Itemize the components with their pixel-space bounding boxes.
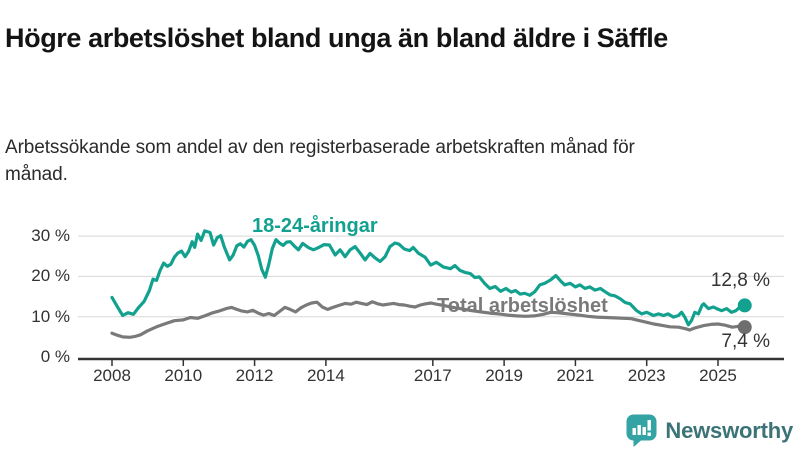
x-tick-label: 2010 bbox=[164, 366, 203, 385]
end-value-label-18-24: 12,8 % bbox=[710, 270, 770, 291]
y-tick-label: 20 % bbox=[31, 266, 70, 286]
x-tick-label: 2021 bbox=[556, 366, 595, 385]
newsworthy-brand-link[interactable]: Newsworthy bbox=[626, 414, 793, 447]
x-tick-label: 2025 bbox=[699, 366, 737, 385]
series-label-total: Total arbetslöshet bbox=[437, 295, 608, 317]
y-tick-label: 30 % bbox=[31, 226, 70, 246]
newsworthy-wordmark: Newsworthy bbox=[665, 417, 793, 443]
series-end-dot-0 bbox=[737, 298, 752, 313]
end-value-label-total: 7,4 % bbox=[721, 331, 770, 352]
x-tick-label: 2012 bbox=[235, 366, 274, 385]
x-tick-label: 2008 bbox=[93, 366, 131, 385]
series-line-1 bbox=[110, 300, 747, 339]
series-line-0 bbox=[110, 229, 747, 327]
x-tick-label: 2014 bbox=[306, 366, 345, 385]
x-tick-label: 2017 bbox=[413, 366, 452, 385]
x-tick-label: 2019 bbox=[485, 366, 524, 385]
y-tick-label: 0 % bbox=[40, 347, 70, 366]
series-label-18-24: 18-24-åringar bbox=[252, 215, 378, 237]
series-end-dot-1 bbox=[737, 320, 752, 335]
x-tick-label: 2023 bbox=[627, 366, 666, 385]
chart-subtitle: Arbetssökande som andel av den registerb… bbox=[5, 137, 635, 185]
y-tick-label: 10 % bbox=[31, 306, 70, 326]
page-title: Högre arbetslöshet bland unga än bland ä… bbox=[5, 23, 668, 54]
newsworthy-speech-bubble-chart-icon bbox=[626, 414, 657, 447]
